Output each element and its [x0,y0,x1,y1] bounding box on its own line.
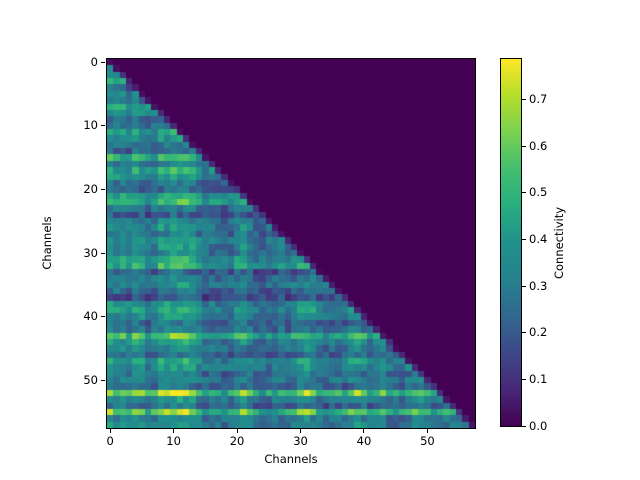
y-tick-mark [101,252,105,254]
y-tick-label: 0 [90,54,98,69]
y-tick-label: 40 [83,309,98,324]
x-tick-label: 0 [106,434,114,448]
colorbar-tick-mark [522,285,526,287]
colorbar-tick-label: 0.5 [529,185,548,200]
connectivity-heatmap [107,59,475,428]
y-tick-mark [101,316,105,318]
x-tick-mark [173,429,175,433]
colorbar-tick-mark [522,238,526,240]
colorbar-tick-mark [522,99,526,101]
colorbar-label: Connectivity [552,206,566,280]
x-tick-mark [363,429,365,433]
y-tick-mark [101,61,105,63]
colorbar-tick-label: 0.7 [529,92,548,107]
colorbar-tick-label: 0.4 [529,231,548,246]
colorbar-tick-mark [522,378,526,380]
colorbar-tick-mark [522,192,526,194]
colorbar-tick-label: 0.1 [529,371,548,386]
y-tick-label: 30 [83,245,98,260]
heatmap-axes [106,58,476,429]
x-axis-label: Channels [264,452,318,466]
colorbar-tick-label: 0.6 [529,138,548,153]
colorbar-tick-mark [522,145,526,147]
y-tick-label: 10 [83,118,98,133]
y-tick-mark [101,379,105,381]
y-tick-mark [101,125,105,127]
colorbar-tick-label: 0.2 [529,325,548,340]
y-axis-label: Channels [40,216,54,270]
x-tick-label: 40 [356,434,372,448]
colorbar-gradient [501,59,521,426]
colorbar-tick-mark [522,425,526,427]
x-tick-label: 20 [229,434,245,448]
x-tick-mark [300,429,302,433]
x-tick-label: 50 [420,434,435,448]
x-tick-label: 30 [293,434,308,448]
y-tick-mark [101,188,105,190]
colorbar-tick-label: 0.3 [529,278,548,293]
colorbar-tick-mark [522,332,526,334]
x-tick-label: 10 [166,434,181,448]
colorbar [500,58,522,427]
colorbar-tick-label: 0.0 [529,418,548,433]
x-tick-mark [426,429,428,433]
y-tick-label: 50 [83,372,98,387]
x-tick-mark [236,429,238,433]
x-tick-mark [109,429,111,433]
y-tick-label: 20 [83,181,98,196]
